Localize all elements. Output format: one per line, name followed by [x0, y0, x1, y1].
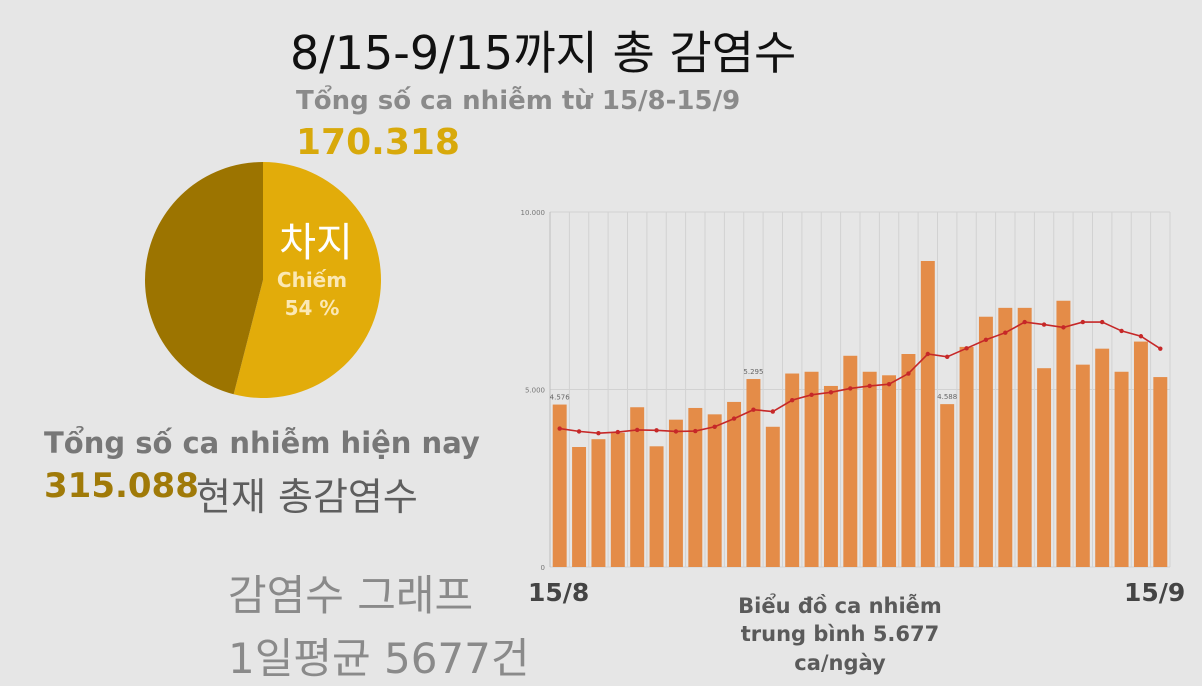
bar [746, 379, 761, 567]
average-point [789, 397, 795, 403]
average-point [1080, 319, 1086, 325]
pie-label-vi: Chiếm [277, 268, 347, 292]
bar [804, 371, 819, 567]
bar [1095, 348, 1110, 567]
bar [862, 371, 877, 567]
average-point [848, 386, 853, 391]
average-point [751, 407, 756, 412]
bar [959, 346, 974, 567]
average-point [886, 381, 892, 387]
average-point [673, 429, 679, 434]
bar [668, 419, 683, 567]
y-tick-label: 10.000 [521, 209, 546, 217]
average-point [1158, 346, 1163, 351]
average-point [944, 354, 950, 360]
pie-slice-1 [144, 162, 263, 395]
bar [649, 446, 664, 567]
average-point [925, 351, 931, 357]
bar [1153, 377, 1168, 567]
pie-label-ko: 차지 [279, 220, 353, 266]
current-heading: Tổng số ca nhiễm hiện nay [44, 426, 480, 460]
chart-caption: Biểu đồ ca nhiễm trung bình 5.677 ca/ngà… [700, 592, 980, 677]
bar [882, 375, 897, 567]
average-point [906, 371, 911, 376]
average-point [1138, 334, 1144, 339]
bar [610, 432, 625, 567]
average-point [964, 346, 969, 351]
graph-caption-ko-line1: 감염수 그래프 [228, 571, 474, 620]
average-point [712, 424, 717, 429]
average-point [1099, 319, 1105, 325]
bar [1056, 300, 1071, 567]
average-point [867, 383, 872, 389]
bar [552, 404, 567, 567]
bar [591, 439, 606, 567]
current-total-ko-label: 현재 총감염수 [196, 475, 418, 519]
pie-slice-0 [233, 162, 381, 398]
current-total: 315.088 [44, 466, 199, 506]
average-point [983, 337, 989, 342]
bar-value-label: 4.588 [937, 393, 957, 401]
average-point [1003, 330, 1008, 335]
bar [901, 354, 916, 567]
average-point [809, 392, 814, 398]
chart-caption-line1: Biểu đồ ca nhiễm [738, 594, 942, 618]
chart-caption-line2: trung bình 5.677 ca/ngày [740, 622, 940, 675]
graph-caption-ko-line2: 1일평균 5677건 [228, 634, 530, 683]
average-point [1041, 322, 1047, 327]
average-line [559, 321, 1161, 434]
x-axis-end-label: 15/9 [1124, 578, 1186, 607]
bar [785, 373, 800, 567]
page-title: 8/15-9/15까지 총 감염수 [290, 26, 797, 80]
bar [1075, 364, 1090, 567]
bar [978, 316, 993, 567]
average-point [615, 429, 621, 435]
period-heading: Tổng số ca nhiễm từ 15/8-15/9 [296, 86, 741, 116]
bar [727, 401, 742, 567]
x-axis-start-label: 15/8 [528, 578, 590, 607]
average-point [557, 426, 562, 431]
average-point [1061, 325, 1066, 330]
daily-cases-bar-chart: 0 5.000 10.000 4.576 5.295 4.588 [521, 209, 1171, 572]
period-total: 170.318 [296, 122, 460, 163]
bar [630, 407, 645, 567]
bar [843, 355, 858, 567]
share-pie-chart: 차지 Chiếm 54 % [144, 162, 381, 398]
bar [688, 407, 703, 567]
average-point [1022, 319, 1027, 325]
average-point [693, 428, 698, 434]
bar [572, 447, 587, 567]
average-point [770, 409, 776, 414]
bar [1017, 307, 1032, 567]
average-point [1119, 328, 1124, 334]
y-tick-label: 5.000 [525, 387, 545, 395]
bar [998, 307, 1013, 567]
bar [707, 414, 722, 567]
bar [1037, 368, 1052, 567]
pie-percent-label: 54 % [285, 296, 340, 320]
average-point [596, 430, 601, 436]
bar [1114, 371, 1129, 567]
bar [920, 260, 935, 567]
y-tick-label: 0 [541, 564, 545, 572]
bar [765, 426, 780, 567]
average-point [731, 416, 737, 421]
average-point [654, 428, 659, 433]
average-point [634, 427, 640, 433]
bar-value-label: 4.576 [550, 394, 571, 402]
bar [823, 385, 838, 567]
bar [1133, 341, 1148, 567]
average-point [576, 429, 582, 434]
bar-value-label: 5.295 [743, 368, 763, 376]
average-point [828, 390, 834, 395]
bar [940, 404, 955, 567]
